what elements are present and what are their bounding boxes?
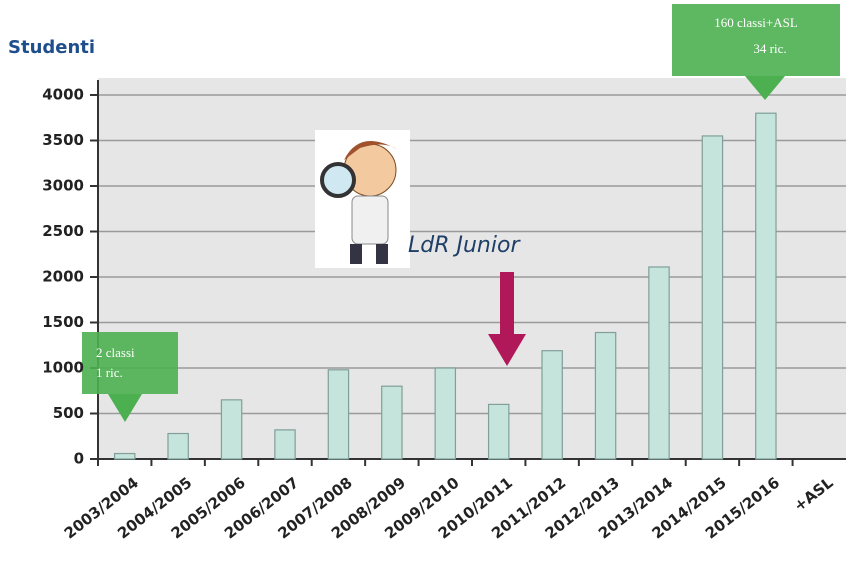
bar: [489, 404, 509, 459]
bar: [649, 267, 669, 459]
y-tick-label: 2000: [42, 268, 84, 286]
bar: [542, 351, 562, 459]
annotation-text: 1 ric.: [96, 365, 123, 380]
x-tick-label: +ASL: [790, 473, 837, 515]
y-tick-label: 1000: [42, 359, 84, 377]
cartoon: [315, 130, 410, 268]
bar: [168, 434, 188, 459]
annotation-text: LdR Junior: [408, 233, 521, 258]
annotation-text: 160 classi+ASL: [714, 15, 798, 30]
bar: [328, 370, 348, 459]
y-tick-label: 1500: [42, 313, 84, 331]
bar: [595, 333, 615, 459]
bar: [221, 400, 241, 459]
y-tick-label: 0: [74, 450, 84, 468]
plot-area: [98, 78, 846, 459]
y-tick-label: 4000: [42, 86, 84, 104]
y-tick-label: 3500: [42, 131, 84, 149]
bar: [115, 454, 135, 459]
annotation-text: 2 classi: [96, 345, 135, 360]
y-tick-label: 3000: [42, 177, 84, 195]
annotation-text: 34 ric.: [753, 41, 786, 56]
bar: [275, 430, 295, 459]
y-tick-label: 2500: [42, 222, 84, 240]
bar: [702, 136, 722, 459]
chart: Studenti LdR Junior 2 classi 1 ric. 160 …: [0, 0, 846, 573]
y-axis-label: Studenti: [8, 37, 95, 58]
bar: [382, 386, 402, 459]
bar: [435, 368, 455, 459]
y-tick-label: 500: [53, 404, 84, 422]
bar: [756, 113, 776, 459]
